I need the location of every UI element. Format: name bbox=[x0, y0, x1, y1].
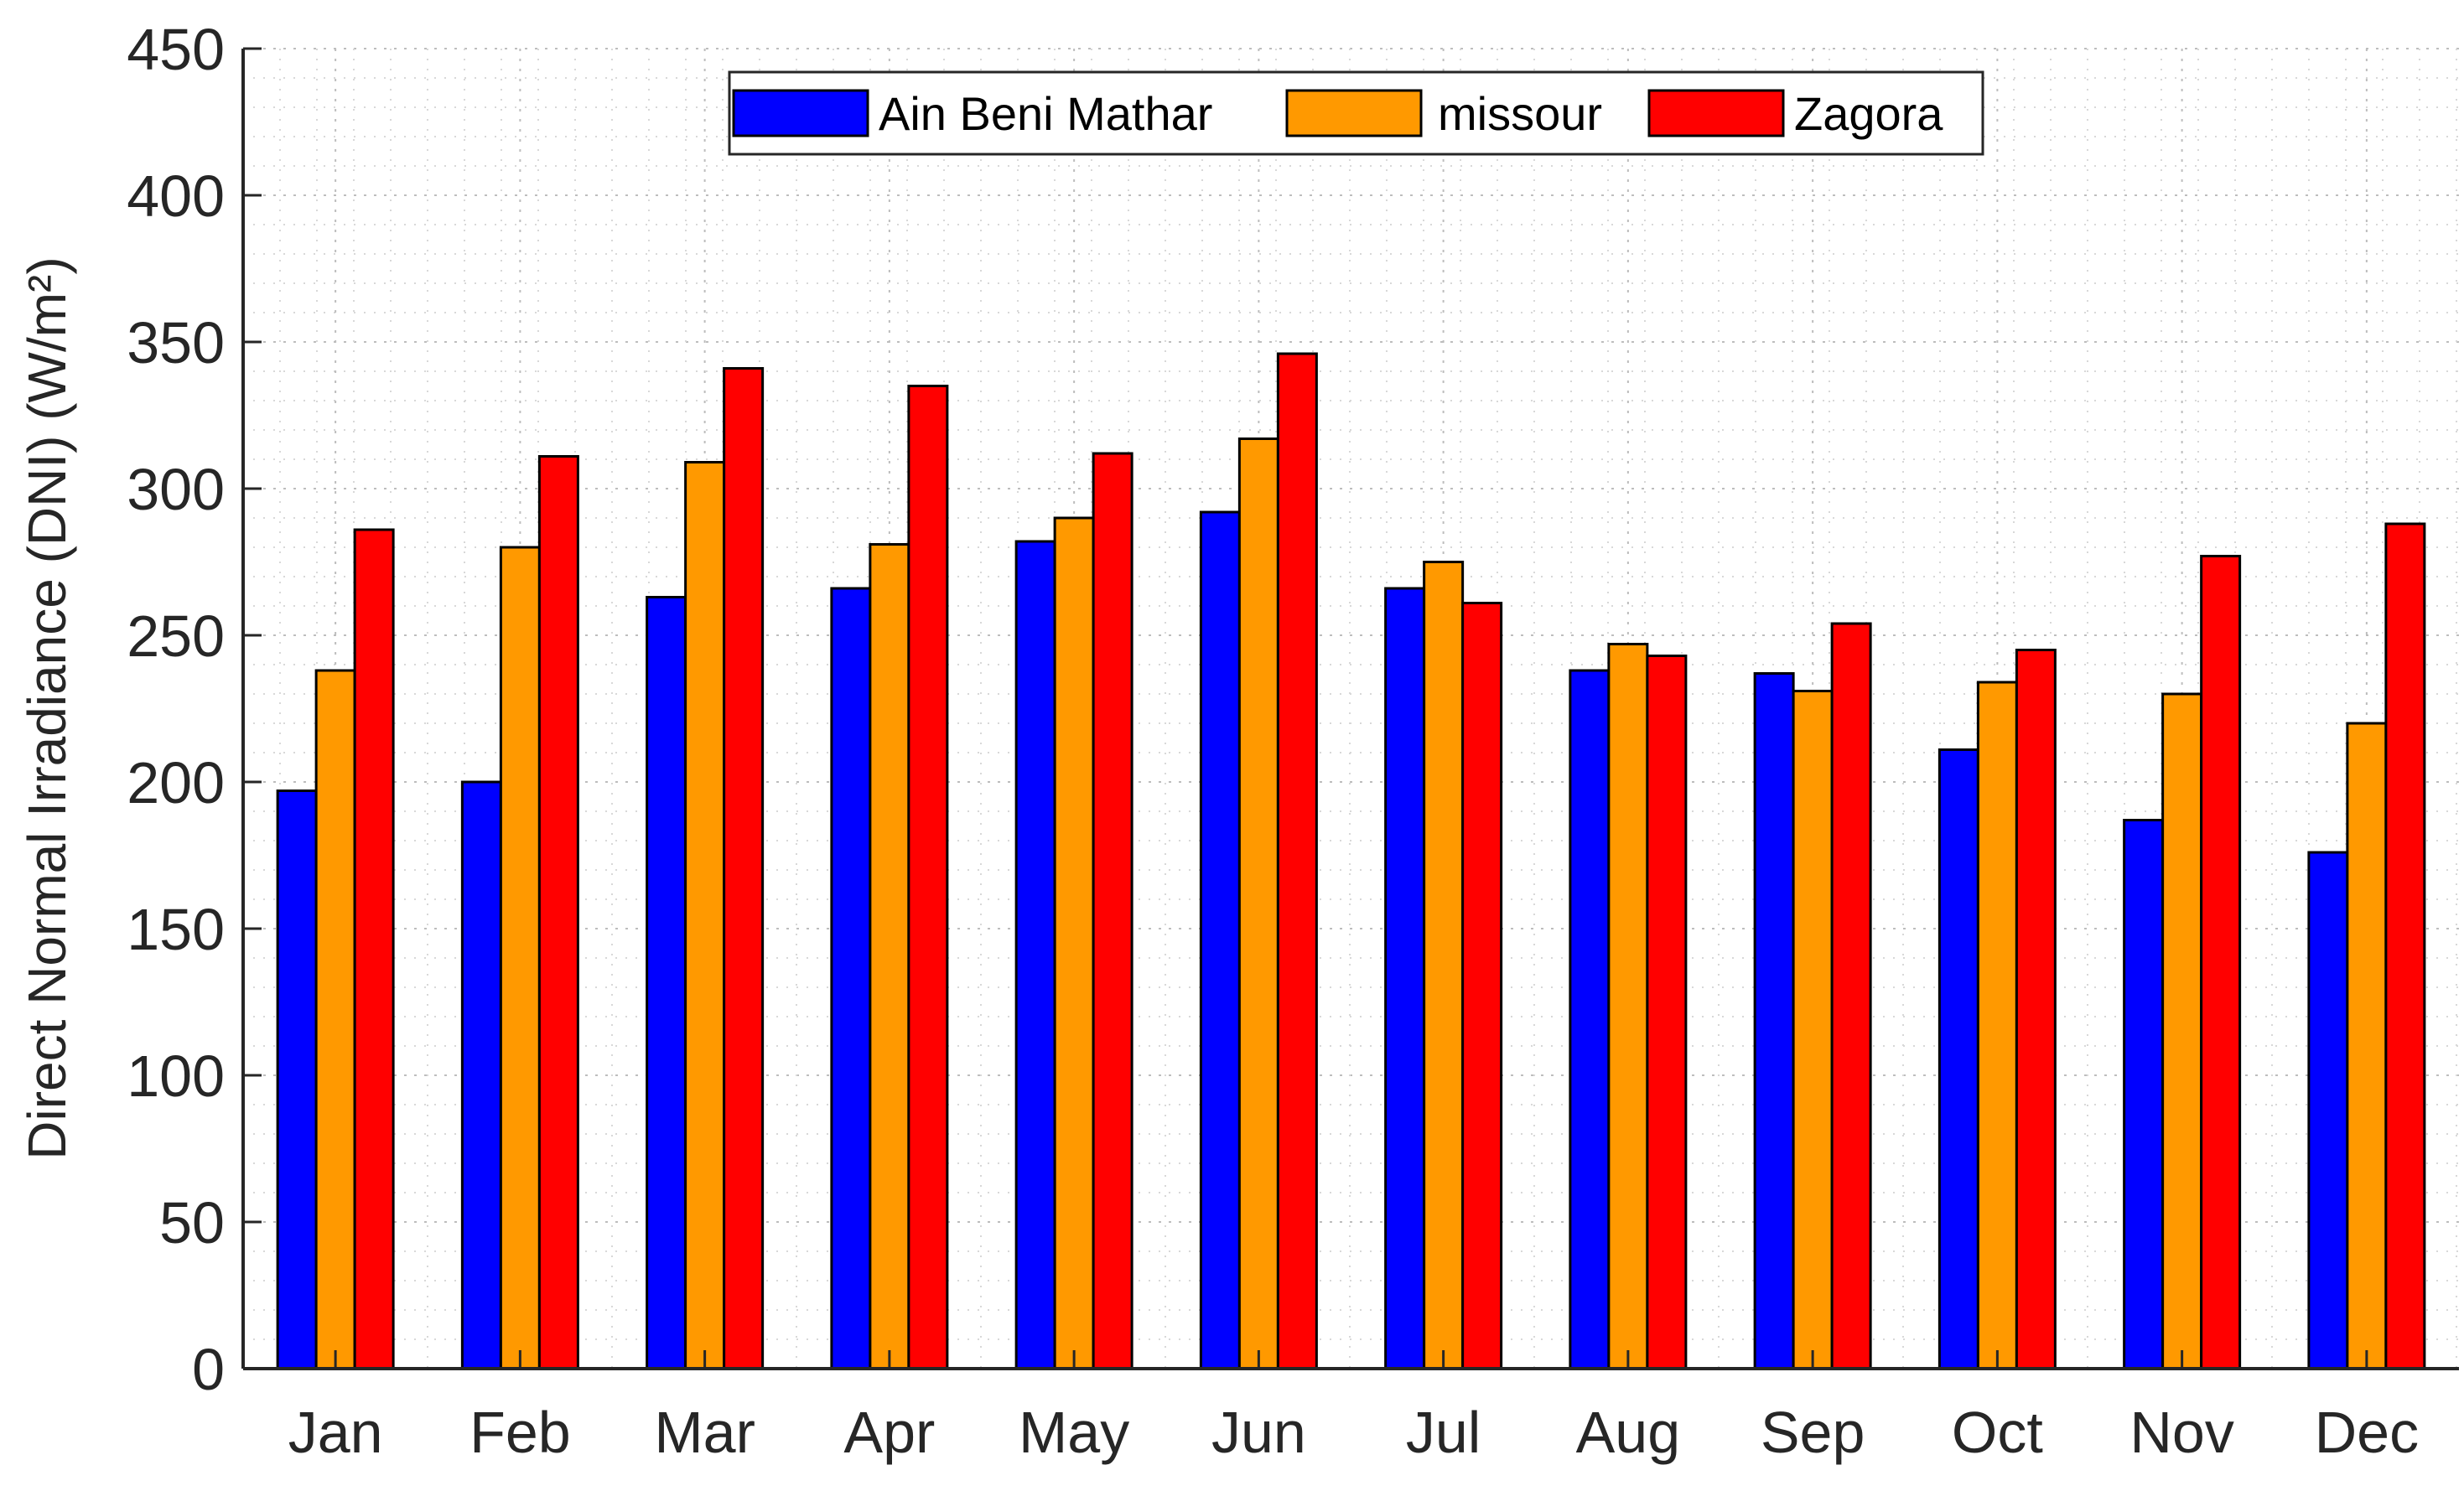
legend-swatch-ain-beni-mathar bbox=[732, 89, 869, 137]
bar-ain-beni-mathar-aug bbox=[1569, 669, 1611, 1370]
bar-missour-mar bbox=[684, 461, 726, 1370]
bar-zagora-aug bbox=[1646, 655, 1688, 1370]
bar-missour-jun bbox=[1237, 437, 1279, 1370]
y-tick-label: 450 bbox=[127, 17, 225, 82]
y-tick-label: 100 bbox=[127, 1043, 225, 1109]
bar-ain-beni-mathar-may bbox=[1014, 540, 1056, 1370]
bar-zagora-may bbox=[1092, 452, 1133, 1370]
bar-ain-beni-mathar-nov bbox=[2123, 819, 2165, 1370]
grid-lines bbox=[243, 48, 2459, 1369]
axes bbox=[241, 49, 2459, 1370]
bar-missour-may bbox=[1053, 516, 1095, 1370]
y-tick-label: 150 bbox=[127, 897, 225, 962]
bar-zagora-sep bbox=[1830, 622, 1872, 1370]
legend-entry-missour: missour bbox=[1285, 87, 1602, 140]
bar-missour-nov bbox=[2161, 692, 2203, 1370]
x-tick-label: Jan bbox=[288, 1400, 383, 1465]
bar-zagora-apr bbox=[907, 385, 949, 1370]
bar-zagora-oct bbox=[2015, 649, 2057, 1370]
y-tick-labels: 0 50 100 150 200 250 300 350 400 450 bbox=[127, 17, 262, 1402]
bar-zagora-nov bbox=[2200, 555, 2242, 1370]
legend-swatch-missour bbox=[1285, 89, 1423, 137]
bar-ain-beni-mathar-jul bbox=[1384, 587, 1426, 1370]
legend-label-zagora: Zagora bbox=[1794, 87, 1943, 140]
x-tick-labels: Jan Feb Mar Apr May Jun Jul Aug Sep Oct Nov Dec bbox=[288, 1350, 2419, 1465]
x-tick-label: Sep bbox=[1761, 1400, 1865, 1465]
bar-zagora-jul bbox=[1461, 602, 1503, 1370]
bar-ain-beni-mathar-feb bbox=[460, 780, 502, 1370]
bar-missour-jan bbox=[314, 669, 356, 1370]
x-tick-label: Nov bbox=[2129, 1400, 2233, 1465]
legend-label-ain-beni-mathar: Ain Beni Mathar bbox=[879, 87, 1212, 140]
y-tick-label: 300 bbox=[127, 457, 225, 522]
legend-entry-ain-beni-mathar: Ain Beni Mathar bbox=[732, 87, 1212, 140]
x-tick-label: Dec bbox=[2315, 1400, 2419, 1465]
x-tick-label: Oct bbox=[1952, 1400, 2043, 1465]
bar-missour-jul bbox=[1423, 561, 1465, 1370]
bar-missour-apr bbox=[869, 543, 910, 1370]
bar-zagora-jun bbox=[1276, 352, 1318, 1370]
y-tick-label: 50 bbox=[159, 1190, 225, 1255]
y-tick-label: 250 bbox=[127, 603, 225, 669]
bar-missour-feb bbox=[499, 546, 541, 1370]
bar-ain-beni-mathar-dec bbox=[2307, 851, 2349, 1370]
bar-zagora-jan bbox=[353, 528, 395, 1370]
bar-zagora-feb bbox=[537, 455, 579, 1370]
x-tick-label: Feb bbox=[469, 1400, 571, 1465]
bars bbox=[276, 352, 2426, 1370]
x-tick-label: Jul bbox=[1406, 1400, 1481, 1465]
bar-ain-beni-mathar-apr bbox=[830, 587, 872, 1370]
bar-missour-aug bbox=[1607, 643, 1649, 1370]
x-tick-label: Aug bbox=[1576, 1400, 1681, 1465]
y-tick-label: 350 bbox=[127, 310, 225, 375]
bar-missour-sep bbox=[1792, 690, 1834, 1370]
bar-ain-beni-mathar-mar bbox=[646, 596, 687, 1370]
x-tick-label: Jun bbox=[1211, 1400, 1306, 1465]
legend-swatch-zagora bbox=[1647, 89, 1785, 137]
legend-entry-zagora: Zagora bbox=[1647, 87, 1943, 140]
bar-ain-beni-mathar-jun bbox=[1199, 510, 1241, 1370]
x-tick-label: Mar bbox=[654, 1400, 755, 1465]
y-tick-label: 0 bbox=[192, 1337, 225, 1402]
bar-ain-beni-mathar-sep bbox=[1753, 672, 1795, 1370]
bar-ain-beni-mathar-oct bbox=[1937, 748, 1979, 1370]
y-tick-label: 400 bbox=[127, 163, 225, 229]
bar-missour-oct bbox=[1976, 681, 2018, 1370]
legend-label-missour: missour bbox=[1438, 87, 1602, 140]
x-tick-label: Apr bbox=[843, 1400, 935, 1465]
y-axis-label: Direct Normal Irradiance (DNI) (W/m²) bbox=[17, 256, 77, 1159]
bar-zagora-dec bbox=[2384, 522, 2426, 1370]
bar-missour-dec bbox=[2346, 722, 2388, 1370]
bar-zagora-mar bbox=[723, 367, 765, 1370]
x-tick-label: May bbox=[1019, 1400, 1129, 1465]
y-tick-label: 200 bbox=[127, 750, 225, 815]
legend: Ain Beni Mathar missour Zagora bbox=[728, 70, 1984, 156]
bar-ain-beni-mathar-jan bbox=[276, 790, 318, 1370]
